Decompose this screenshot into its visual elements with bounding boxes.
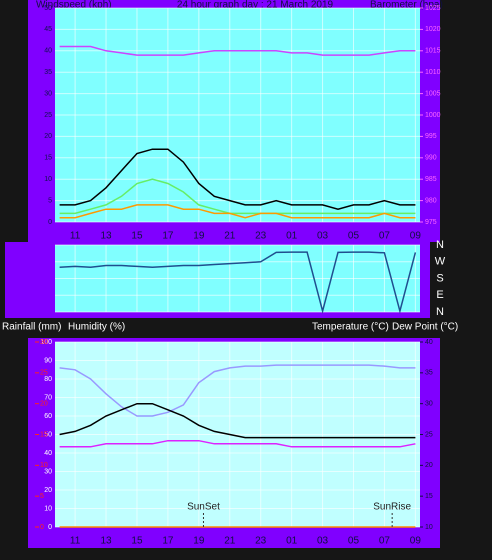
x-tick-label: 23 xyxy=(255,536,267,547)
y2-tick-label: 20 xyxy=(425,462,433,469)
x-tick-label: 15 xyxy=(131,536,143,547)
y3-tick-label: 25 xyxy=(40,370,48,377)
y3-tick-label: 0 xyxy=(40,524,44,531)
y2-tick-label: 1025 xyxy=(425,5,441,12)
x-tick-label: 07 xyxy=(379,536,391,547)
x-tick-label: 01 xyxy=(286,536,298,547)
y-tick-label: 50 xyxy=(44,5,52,12)
y3-tick-label: 10 xyxy=(40,462,48,469)
x-tick-label: 17 xyxy=(162,231,174,242)
y2-tick-label: 25 xyxy=(425,431,433,438)
chart-title: 24 hour graph day : 21 March 2019 xyxy=(177,0,334,11)
y-tick-label: S xyxy=(436,272,443,284)
y3-tick-label: 15 xyxy=(40,431,48,438)
y-tick-label: 10 xyxy=(44,176,52,183)
x-tick-label: 03 xyxy=(317,536,329,547)
x-tick-label: 19 xyxy=(193,536,205,547)
annotation: SunSet xyxy=(187,502,220,513)
y2-tick-label: 975 xyxy=(425,219,437,226)
x-tick-label: 09 xyxy=(410,231,422,242)
y2-tick-label: 1010 xyxy=(425,69,441,76)
y2-tick-label: 10 xyxy=(425,524,433,531)
x-tick-label: 11 xyxy=(70,231,81,242)
x-tick-label: 05 xyxy=(348,536,360,547)
x-tick-label: 21 xyxy=(224,536,236,547)
y2-tick-label: 995 xyxy=(425,133,437,140)
y3-tick-label: 20 xyxy=(40,401,48,408)
y-tick-label: 40 xyxy=(44,450,52,457)
y-tick-label: 80 xyxy=(44,376,52,383)
y-tick-label: 0 xyxy=(48,219,52,226)
x-tick-label: 13 xyxy=(100,536,112,547)
y-tick-label: 100 xyxy=(40,339,52,346)
series-line xyxy=(59,178,416,215)
series-line xyxy=(59,364,416,417)
y-tick-label: 20 xyxy=(44,133,52,140)
x-tick-label: 09 xyxy=(410,536,422,547)
y3-tick-label: 30 xyxy=(40,339,48,346)
x-tick-label: 07 xyxy=(379,231,391,242)
x-tick-label: 19 xyxy=(193,231,205,242)
y-tick-label: N xyxy=(436,239,444,251)
y-tick-label: 45 xyxy=(44,26,52,33)
x-tick-label: 05 xyxy=(348,231,360,242)
y2-tick-label: 15 xyxy=(425,493,433,500)
y2-tick-label: 985 xyxy=(425,176,437,183)
series-line xyxy=(59,148,416,210)
y2-tick-label: 40 xyxy=(425,339,433,346)
y-axis-label: Windspeed (kph) xyxy=(36,0,112,11)
y-tick-label: W xyxy=(435,256,446,268)
y-tick-label: 35 xyxy=(44,69,52,76)
y-axis-label: Humidity (%) xyxy=(68,322,125,333)
y2-axis-label: Temperature (°C) xyxy=(312,322,389,333)
y2-tick-label: 1015 xyxy=(425,48,441,55)
y-tick-label: 70 xyxy=(44,394,52,401)
series-line xyxy=(59,45,416,56)
y-tick-label: 25 xyxy=(44,112,52,119)
y2-axis-label: Dew Point (°C) xyxy=(392,322,458,333)
series-line xyxy=(59,439,416,448)
series-line xyxy=(59,204,416,219)
y-tick-label: 30 xyxy=(44,90,52,97)
y-tick-label: E xyxy=(436,289,443,301)
y2-tick-label: 30 xyxy=(425,401,433,408)
y2-tick-label: 1020 xyxy=(425,26,441,33)
x-tick-label: 13 xyxy=(100,231,112,242)
y2-tick-label: 990 xyxy=(425,155,437,162)
y-tick-label: 90 xyxy=(44,357,52,364)
y-tick-label: 5 xyxy=(48,197,52,204)
y2-tick-label: 1000 xyxy=(425,112,441,119)
x-tick-label: 15 xyxy=(131,231,143,242)
y-tick-label: 50 xyxy=(44,431,52,438)
series-line xyxy=(59,251,417,315)
y-tick-label: N xyxy=(436,306,444,318)
y2-tick-label: 1005 xyxy=(425,90,441,97)
y-tick-label: 40 xyxy=(44,48,52,55)
y-tick-label: 60 xyxy=(44,413,52,420)
y-tick-label: 0 xyxy=(48,524,52,531)
annotation: SunRise xyxy=(373,502,411,513)
x-tick-label: 11 xyxy=(70,536,81,547)
y2-tick-label: 980 xyxy=(425,197,437,204)
x-tick-label: 01 xyxy=(286,231,298,242)
y-tick-label: 30 xyxy=(44,468,52,475)
x-tick-label: 23 xyxy=(255,231,267,242)
y3-axis-label: Rainfall (mm) xyxy=(2,322,61,333)
x-tick-label: 21 xyxy=(224,231,236,242)
y-tick-label: 15 xyxy=(44,155,52,162)
x-tick-label: 03 xyxy=(317,231,329,242)
x-tick-label: 17 xyxy=(162,536,174,547)
y2-axis-label: Barometer (hpa) xyxy=(370,0,443,11)
series-line xyxy=(59,402,416,439)
y2-tick-label: 35 xyxy=(425,370,433,377)
y-tick-label: 20 xyxy=(44,487,52,494)
y-tick-label: 10 xyxy=(44,505,52,512)
y3-tick-label: 5 xyxy=(40,493,44,500)
